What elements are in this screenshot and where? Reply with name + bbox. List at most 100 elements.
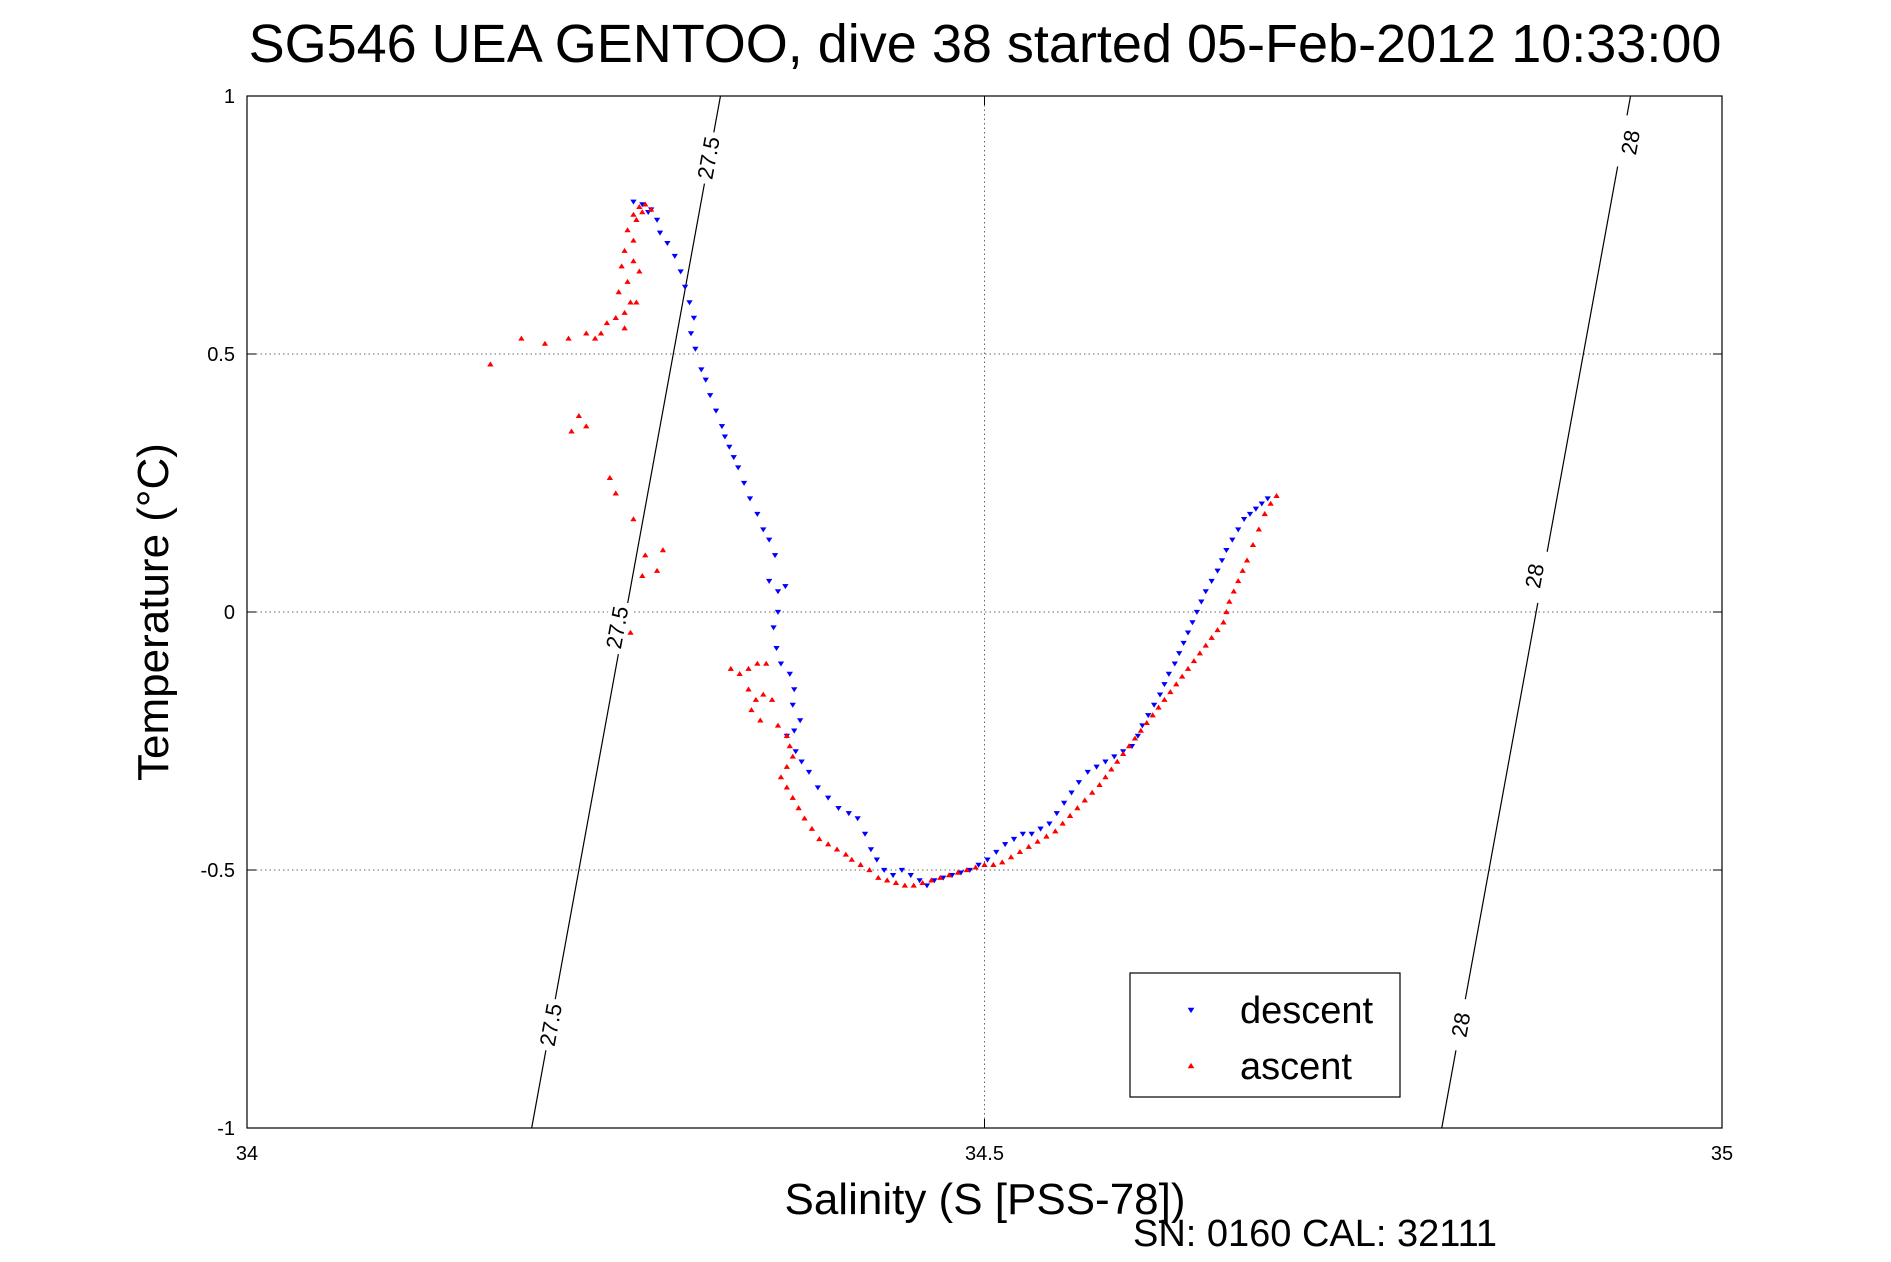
- ascent-point: [954, 869, 962, 875]
- descent-point: [771, 553, 779, 559]
- contour-label-bg: [1444, 997, 1478, 1053]
- contour-label-bg: [1518, 548, 1552, 604]
- descent-point: [1180, 640, 1187, 646]
- ascent-point: [575, 413, 583, 419]
- descent-point: [1046, 821, 1053, 827]
- ascent-point: [748, 707, 755, 713]
- descent-point: [805, 769, 813, 775]
- descent-point: [721, 434, 729, 440]
- descent-point: [1214, 568, 1221, 574]
- ascent-point: [1066, 812, 1074, 818]
- ascent-point: [642, 201, 649, 207]
- ascent-point: [1179, 673, 1186, 679]
- ascent-point: [1059, 820, 1066, 826]
- ascent-point: [1196, 650, 1203, 656]
- ascent-point: [606, 474, 613, 480]
- descent-point: [798, 759, 805, 765]
- descent-point: [867, 847, 875, 853]
- ascent-point: [639, 209, 646, 215]
- ascent-point: [630, 258, 637, 264]
- ascent-point: [487, 361, 494, 367]
- ascent-point: [636, 204, 643, 210]
- ascent-point: [1239, 567, 1246, 573]
- ascent-point: [736, 671, 743, 677]
- ascent-point: [612, 490, 619, 496]
- descent-point: [773, 645, 780, 652]
- grid-layer: [247, 96, 1722, 1128]
- descent-point: [687, 331, 695, 337]
- density-contour-line: [1441, 95, 1632, 1129]
- descent-point: [1218, 558, 1226, 564]
- descent-point: [1208, 578, 1215, 584]
- ascent-point: [884, 877, 891, 883]
- series-descent: [630, 199, 1271, 889]
- legend: descent ascent: [1129, 972, 1401, 1098]
- ascent-point: [1131, 735, 1139, 741]
- ascent-point: [659, 547, 667, 553]
- density-contour-28: 28 28 28: [1441, 95, 1648, 1129]
- ascent-point: [583, 330, 590, 336]
- ascent-point: [786, 743, 793, 749]
- descent-point: [1189, 620, 1196, 626]
- descent-point: [707, 393, 714, 399]
- ascent-point: [777, 774, 785, 780]
- ascent-point: [919, 879, 926, 886]
- descent-point: [746, 496, 754, 502]
- descent-point: [702, 377, 709, 383]
- descent-point: [726, 444, 733, 450]
- descent-point: [1165, 671, 1173, 677]
- ascent-point: [910, 882, 917, 888]
- y-tick-label: 0: [224, 602, 235, 624]
- descent-point: [1061, 800, 1068, 806]
- descent-point: [686, 300, 693, 306]
- ascent-point: [1161, 696, 1168, 702]
- ascent-point: [1120, 750, 1127, 757]
- descent-point: [861, 831, 869, 837]
- descent-point: [1145, 713, 1152, 719]
- ascent-point: [1273, 492, 1280, 499]
- descent-point: [1084, 769, 1091, 775]
- contour-label: 27.5: [535, 1001, 567, 1048]
- ascent-point: [795, 805, 802, 811]
- descent-point: [845, 811, 852, 817]
- descent-point: [766, 578, 773, 584]
- descent-point: [1075, 780, 1083, 786]
- legend-box: [1129, 972, 1401, 1098]
- descent-point: [1002, 842, 1009, 848]
- descent-point: [656, 230, 664, 236]
- descent-point: [712, 408, 720, 414]
- descent-point: [754, 511, 761, 517]
- ascent-point: [630, 516, 637, 522]
- descent-point: [1139, 723, 1146, 729]
- ascent-point: [653, 567, 661, 573]
- descent-point: [653, 217, 661, 223]
- descent-point: [1198, 599, 1205, 605]
- ascent-point: [842, 851, 849, 857]
- ascent-point: [789, 794, 796, 800]
- ascent-point: [621, 309, 628, 315]
- contour-label: 28: [1446, 1011, 1475, 1040]
- ascent-point: [833, 846, 841, 852]
- ascent-point: [1208, 634, 1215, 640]
- ascent-point: [745, 686, 752, 692]
- ascent-point: [1249, 542, 1257, 548]
- chart-title: SG546 UEA GENTOO, dive 38 started 05-Feb…: [249, 14, 1722, 74]
- legend-label-ascent: ascent: [1240, 1046, 1352, 1088]
- ascent-point: [875, 874, 882, 880]
- descent-point: [1202, 589, 1209, 595]
- ascent-point: [1108, 766, 1115, 772]
- descent-point: [1028, 831, 1035, 837]
- ascent-point: [1102, 774, 1109, 780]
- descent-point: [1252, 506, 1260, 512]
- ascent-point: [801, 815, 808, 821]
- contour-label-bg: [1614, 114, 1648, 171]
- descent-point: [777, 661, 785, 667]
- descent-point: [782, 584, 789, 590]
- ascent-point: [1255, 526, 1262, 532]
- ascent-point: [866, 867, 873, 873]
- descent-point: [873, 857, 880, 863]
- legend-marker-ascent: [1187, 1062, 1195, 1069]
- descent-point: [671, 253, 678, 259]
- ascent-point: [1184, 665, 1192, 671]
- descent-point: [1134, 733, 1142, 739]
